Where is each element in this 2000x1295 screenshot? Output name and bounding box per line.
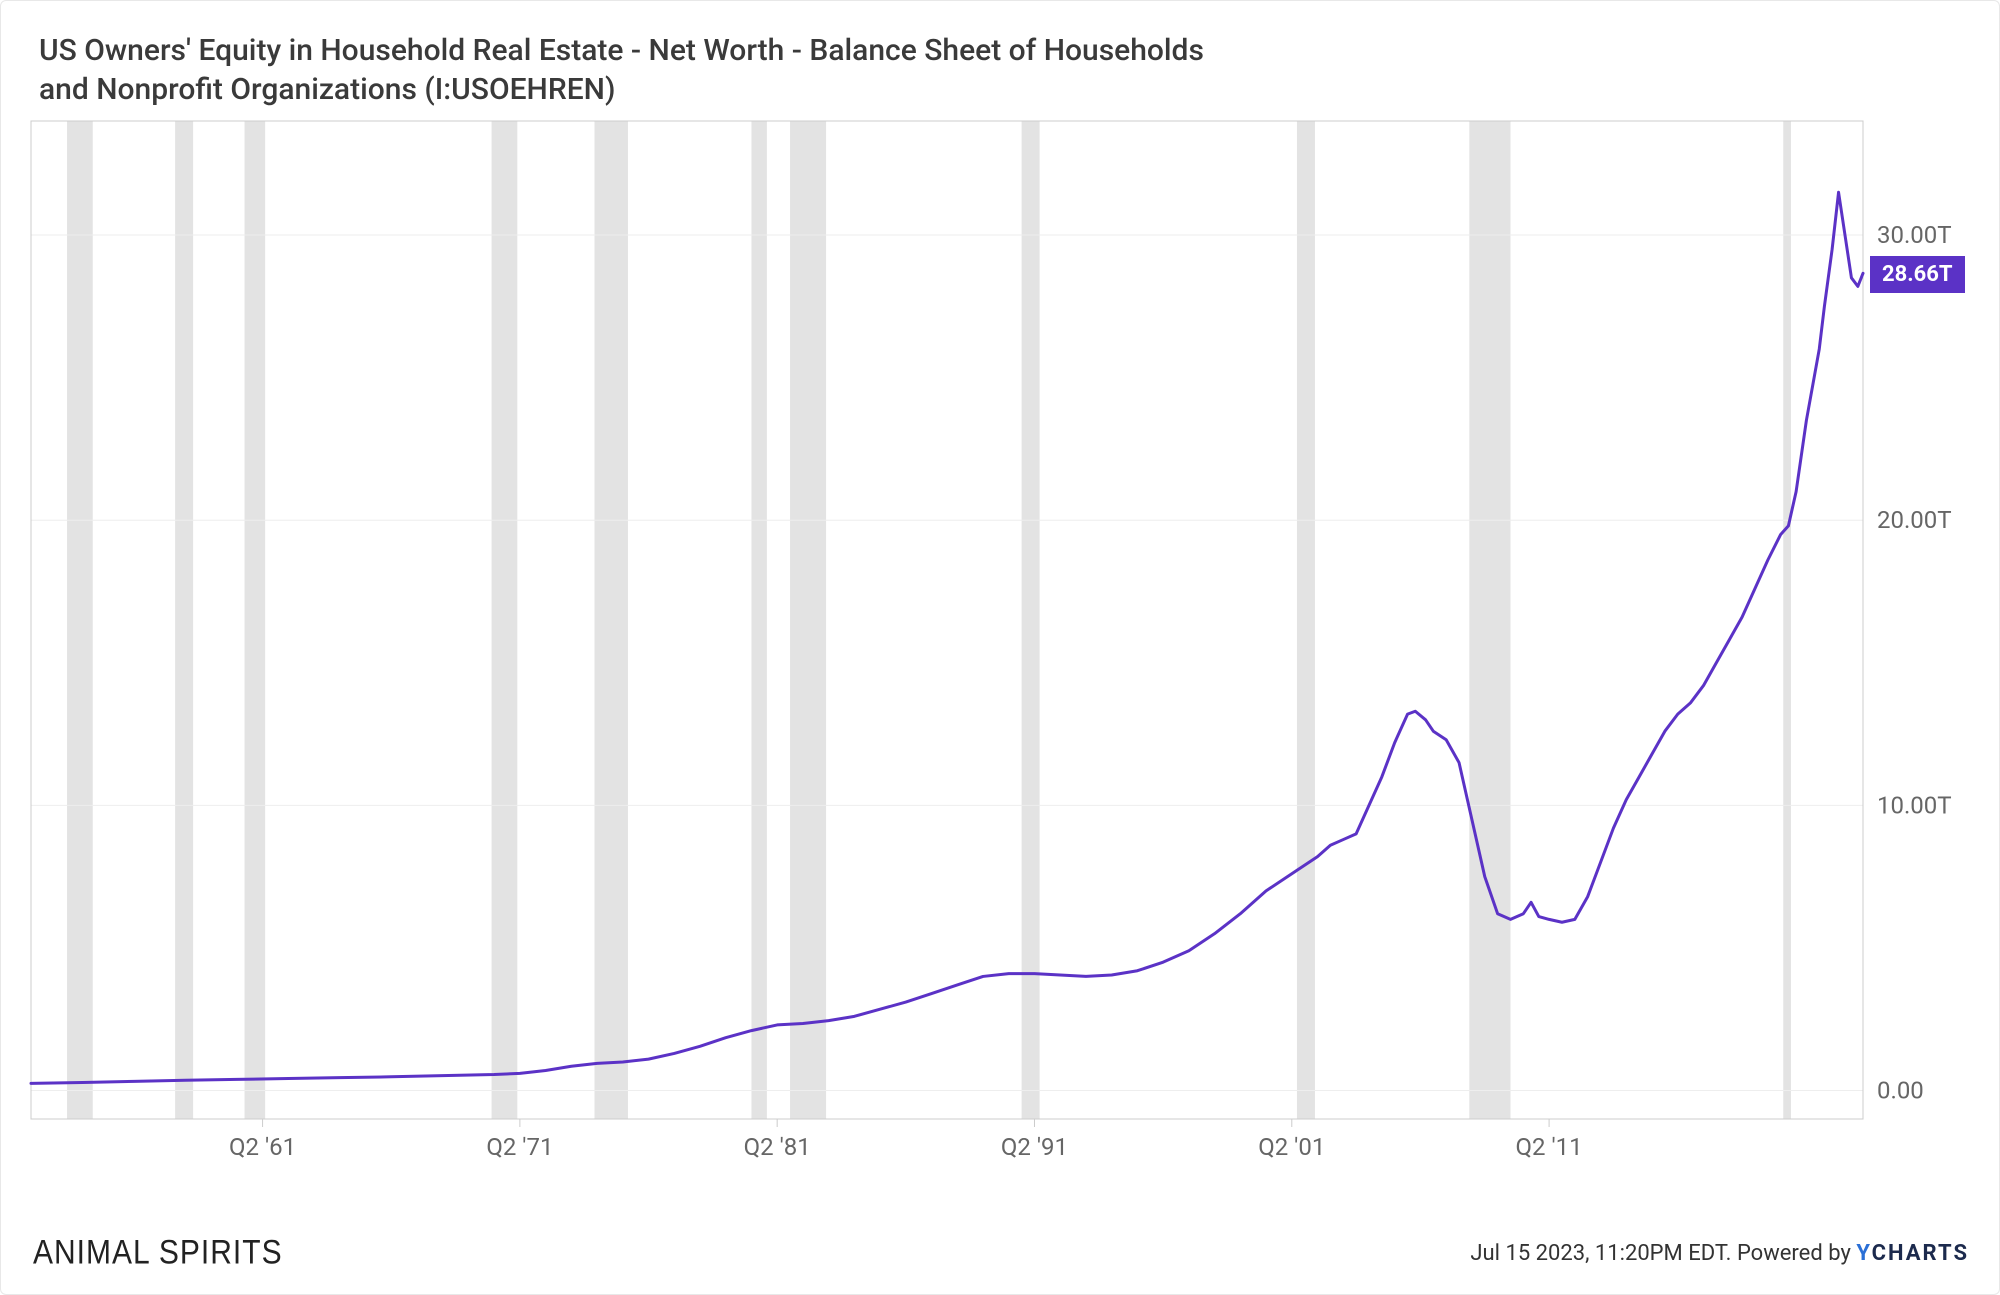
svg-text:0.00: 0.00 bbox=[1877, 1076, 1924, 1104]
svg-text:10.00T: 10.00T bbox=[1877, 791, 1952, 819]
watermark-logo: ANIMAL SPIRITS bbox=[33, 1233, 283, 1272]
svg-text:Q2 '11: Q2 '11 bbox=[1516, 1133, 1583, 1161]
svg-text:Q2 '71: Q2 '71 bbox=[486, 1133, 553, 1161]
powered-by-prefix: Powered by bbox=[1737, 1241, 1856, 1266]
svg-text:20.00T: 20.00T bbox=[1877, 506, 1952, 534]
last-value-tag: 28.66T bbox=[1870, 256, 1965, 293]
svg-text:Q2 '01: Q2 '01 bbox=[1258, 1133, 1325, 1161]
footer-timestamp: Jul 15 2023, 11:20PM EDT. Powered by YCH… bbox=[1470, 1241, 1969, 1266]
svg-text:Q2 '61: Q2 '61 bbox=[229, 1133, 296, 1161]
ycharts-text: CHARTS bbox=[1872, 1241, 1969, 1266]
timestamp-text: Jul 15 2023, 11:20PM EDT. bbox=[1470, 1241, 1731, 1266]
svg-text:Q2 '81: Q2 '81 bbox=[744, 1133, 811, 1161]
svg-text:30.00T: 30.00T bbox=[1877, 221, 1952, 249]
chart-plot-area: 0.00 10.00T 20.00T 30.00T Q2 '61 Q2 '71 Q2 '81… bbox=[29, 119, 1973, 1179]
svg-text:Q2 '91: Q2 '91 bbox=[1001, 1133, 1068, 1161]
ycharts-logo: YCHARTS bbox=[1856, 1241, 1969, 1266]
chart-svg: 0.00 10.00T 20.00T 30.00T Q2 '61 Q2 '71 Q2 '81… bbox=[29, 119, 1973, 1179]
chart-title: US Owners' Equity in Household Real Esta… bbox=[39, 31, 1239, 109]
chart-footer: ANIMAL SPIRITS Jul 15 2023, 11:20PM EDT.… bbox=[1, 1208, 1999, 1294]
